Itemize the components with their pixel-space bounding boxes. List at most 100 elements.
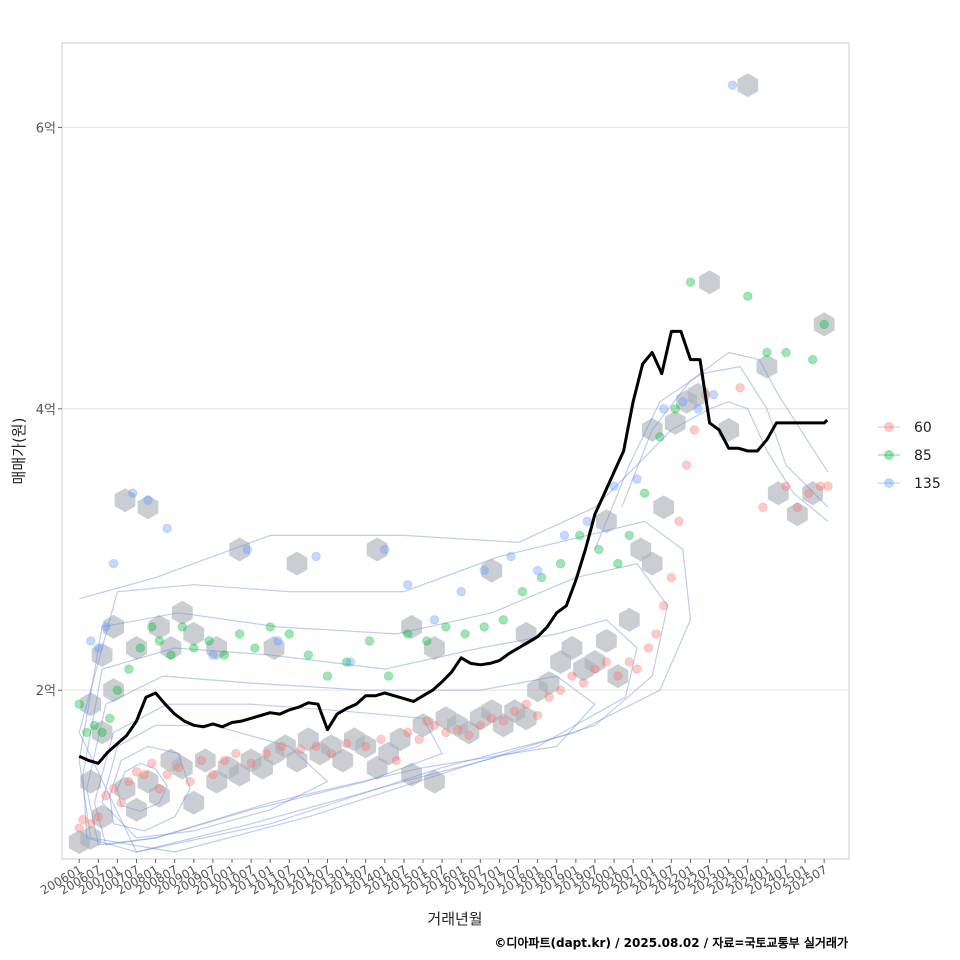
legend-label-85: 85 <box>914 448 932 464</box>
point-85 <box>189 643 199 653</box>
point-135 <box>162 523 172 534</box>
density-contour <box>82 619 638 853</box>
point-60 <box>147 758 157 769</box>
point-60 <box>162 769 172 780</box>
hexbin <box>183 621 205 646</box>
point-60 <box>360 741 371 752</box>
point-85 <box>147 622 157 632</box>
point-60 <box>429 720 440 731</box>
hexbin <box>171 755 193 780</box>
point-85 <box>364 636 375 646</box>
hexbin <box>126 636 147 660</box>
hexbin <box>91 804 113 829</box>
point-60 <box>208 769 218 780</box>
hexbin <box>91 720 113 745</box>
hexbin <box>641 417 663 442</box>
hexbin <box>91 643 113 667</box>
median-price-line <box>78 329 829 765</box>
point-60 <box>131 767 142 777</box>
point-85 <box>177 622 188 632</box>
point-85 <box>89 720 100 731</box>
point-60 <box>475 720 486 731</box>
point-85 <box>517 586 528 597</box>
point-60 <box>792 502 803 513</box>
x-axis: 2006012006072007012007072008012008072009… <box>38 859 830 898</box>
point-135 <box>108 558 119 569</box>
point-135 <box>242 544 253 555</box>
hexbin <box>332 748 354 773</box>
point-60 <box>804 488 814 499</box>
hexbin <box>618 607 640 632</box>
density-contour <box>101 724 329 839</box>
hexbin <box>114 488 136 513</box>
density-contour <box>86 675 596 846</box>
point-60 <box>823 481 833 492</box>
point-60 <box>116 797 126 808</box>
point-85 <box>574 530 585 541</box>
point-135 <box>727 80 738 90</box>
point-60 <box>781 481 791 492</box>
point-60 <box>567 671 577 681</box>
point-85 <box>303 650 314 660</box>
hexbin <box>137 495 159 520</box>
point-60 <box>681 460 692 470</box>
point-60 <box>296 744 306 755</box>
median-line-layer <box>78 329 829 765</box>
point-135 <box>632 474 642 484</box>
hexbin <box>401 614 422 639</box>
hexbin <box>538 671 560 696</box>
point-60 <box>498 716 509 726</box>
point-135 <box>143 495 153 506</box>
point-60 <box>735 382 745 393</box>
point-135 <box>582 516 593 527</box>
point-60 <box>124 776 134 787</box>
point-60 <box>276 741 287 752</box>
point-135 <box>85 636 96 646</box>
point-85 <box>479 622 490 632</box>
hexbin <box>103 614 124 639</box>
hexbin <box>699 270 720 295</box>
point-135 <box>273 636 283 646</box>
y-tick-label: 2억 <box>36 684 56 699</box>
point-135 <box>93 643 104 653</box>
point-85 <box>819 319 830 330</box>
point-135 <box>311 551 321 562</box>
point-135 <box>658 404 669 414</box>
hexbin <box>767 481 789 506</box>
point-60 <box>261 748 272 759</box>
legend-label-135: 135 <box>914 476 941 492</box>
point-60 <box>108 783 119 794</box>
point-60 <box>173 762 184 773</box>
point-85 <box>383 671 394 681</box>
hexbin <box>424 769 445 794</box>
point-60 <box>624 657 635 667</box>
point-85 <box>135 643 146 653</box>
point-85 <box>613 558 623 569</box>
y-axis-title: 매매가(원) <box>10 418 28 485</box>
point-85 <box>624 530 635 541</box>
point-60 <box>464 730 474 741</box>
hexbin <box>114 776 136 801</box>
point-60 <box>78 814 88 825</box>
point-85 <box>97 727 107 738</box>
hexbin <box>80 692 101 717</box>
point-135 <box>479 565 490 576</box>
density-contour <box>109 745 191 832</box>
plot-border <box>61 42 850 860</box>
hexbin-layer <box>68 73 835 855</box>
hexbin <box>561 636 583 660</box>
density-contour <box>78 563 669 853</box>
point-60 <box>643 643 654 653</box>
y-axis: 2억 4억 6억 <box>36 121 62 699</box>
point-60 <box>311 741 321 752</box>
hexbin <box>389 727 411 752</box>
hexbin <box>481 558 503 583</box>
point-135 <box>127 488 138 499</box>
point-60 <box>154 783 165 794</box>
hexbin <box>596 628 617 653</box>
point-60 <box>578 678 589 688</box>
density-contour <box>594 366 829 550</box>
hexbin <box>802 481 824 506</box>
hexbin <box>263 636 285 660</box>
point-135 <box>693 404 703 414</box>
